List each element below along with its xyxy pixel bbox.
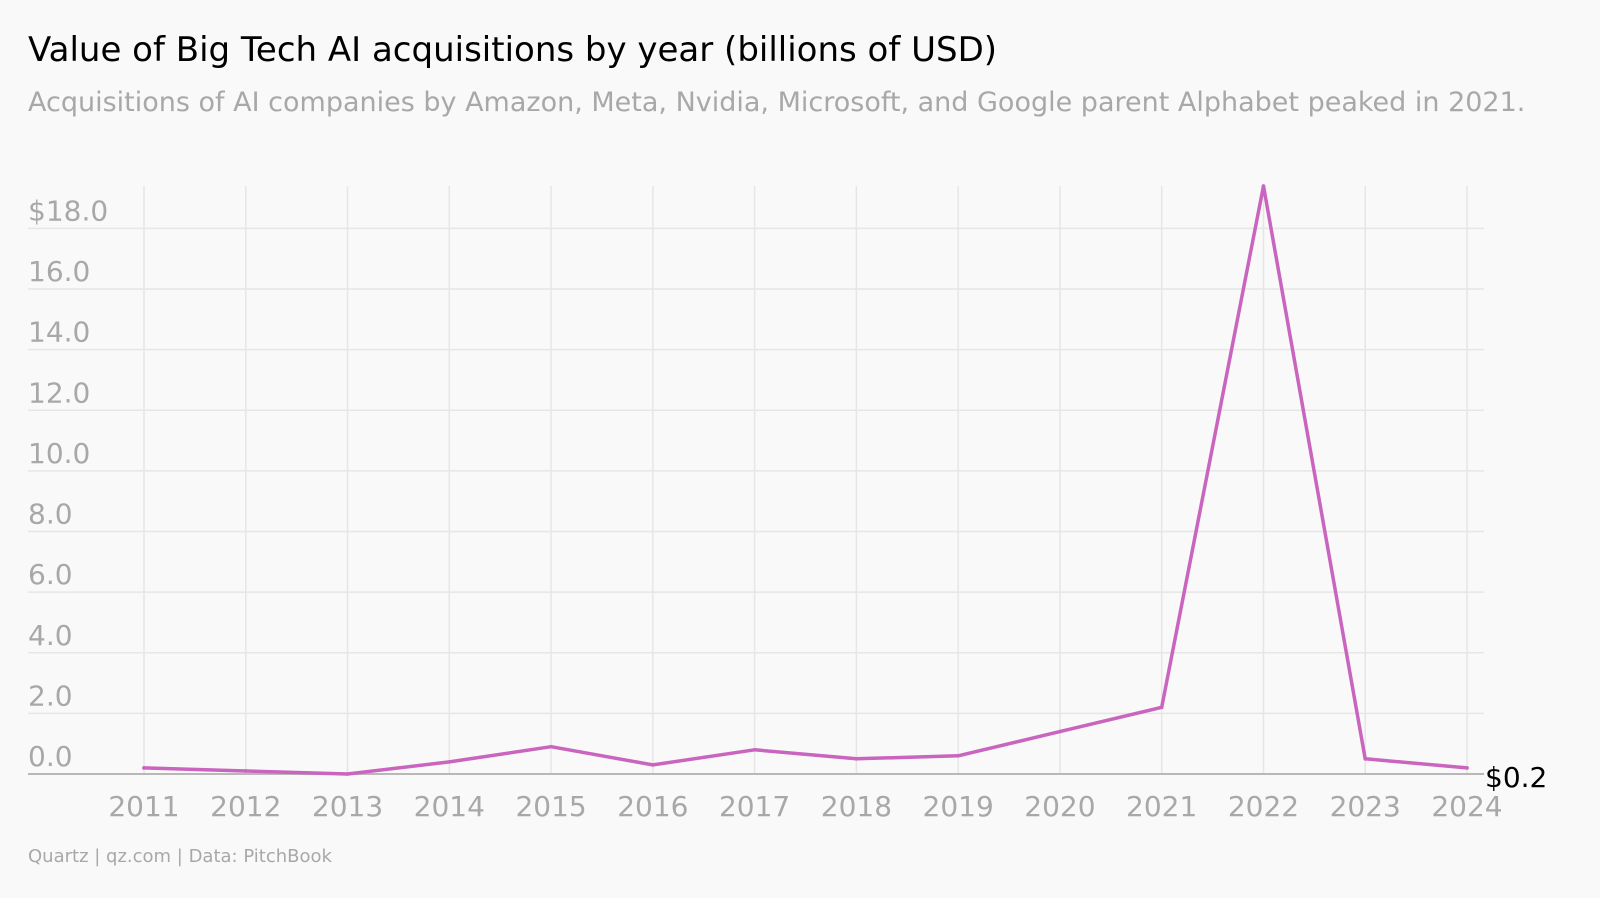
chart-title: Value of Big Tech AI acquisitions by yea… [28,30,998,70]
x-tick-label: 2017 [719,790,790,823]
x-tick-label: 2024 [1431,790,1502,823]
y-tick-label: 2.0 [28,679,73,712]
data-point-2013 [345,772,350,776]
data-point-2020 [1058,729,1062,734]
grid-lines [28,186,1484,774]
data-point-2015 [549,744,553,749]
data-point-2023 [1363,757,1368,761]
data-point-2017 [752,747,757,752]
series-line [142,184,1469,776]
x-tick-label: 2018 [821,790,892,823]
y-tick-label: 0.0 [28,740,73,773]
x-tick-label: 2022 [1228,790,1299,823]
x-tick-label: 2015 [515,790,586,823]
y-tick-label: 8.0 [28,498,73,531]
x-tick-label: 2016 [617,790,688,823]
source-credit: Quartz | qz.com | Data: PitchBook [28,846,332,867]
y-tick-label: $18.0 [28,194,108,227]
data-point-2018 [854,757,859,761]
y-tick-label: 4.0 [28,619,73,652]
data-point-2024 [1465,766,1469,770]
end-value-label: $0.2 [1485,761,1547,794]
data-point-2016 [651,763,655,767]
series-layer [142,184,1469,776]
x-tick-label: 2021 [1126,790,1197,823]
x-tick-label: 2019 [923,790,994,823]
chart-subtitle: Acquisitions of AI companies by Amazon, … [28,87,1526,118]
y-tick-label: 16.0 [28,255,90,288]
data-point-2021 [1159,705,1164,710]
y-tick-label: 6.0 [28,558,73,591]
data-point-2011 [142,766,146,770]
x-tick-label: 2023 [1330,790,1401,823]
data-point-2012 [243,769,248,773]
x-tick-label: 2012 [210,790,281,823]
y-tick-label: 10.0 [28,437,90,470]
x-tick-label: 2020 [1024,790,1095,823]
x-tick-label: 2014 [414,790,485,823]
y-tick-label: 12.0 [28,376,90,409]
x-tick-label: 2013 [312,790,383,823]
data-point-2019 [956,754,960,758]
data-point-2022 [1261,184,1266,188]
tick-labels: 0.0 2.0 4.0 6.0 8.0 10.0 12.0 14.0 16.0 $18.0 2011… [28,194,1547,823]
x-tick-label: 2011 [108,790,179,823]
data-point-2014 [447,760,452,764]
y-tick-label: 14.0 [28,316,90,349]
